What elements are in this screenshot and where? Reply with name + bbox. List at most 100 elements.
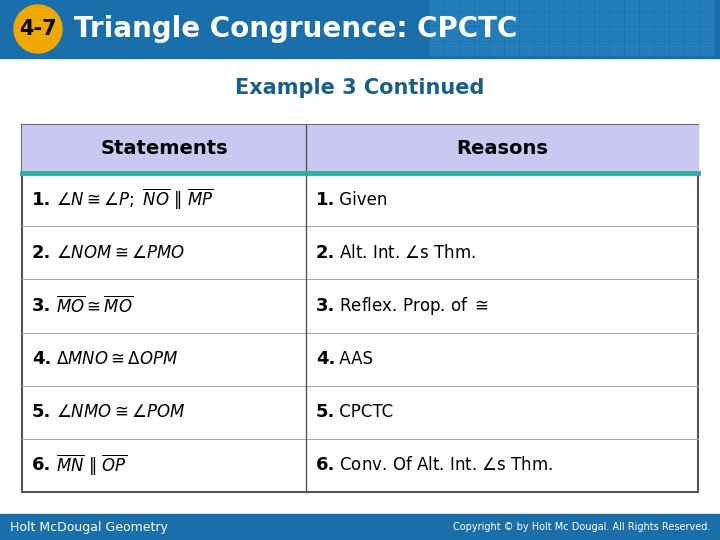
Bar: [430, 0, 443, 10]
Text: 3.: 3.: [316, 297, 336, 315]
Bar: [685, 42, 698, 55]
Bar: [640, 27, 653, 40]
Bar: [565, 0, 578, 10]
Text: 2.: 2.: [32, 244, 51, 262]
Text: 4-7: 4-7: [19, 19, 57, 39]
Bar: [595, 12, 608, 25]
Bar: [460, 27, 473, 40]
Bar: [640, 42, 653, 55]
Bar: [535, 42, 548, 55]
Bar: [460, 0, 473, 10]
Text: 6.: 6.: [316, 456, 336, 475]
Text: 2.: 2.: [316, 244, 336, 262]
Bar: [505, 12, 518, 25]
Bar: [670, 0, 683, 10]
Bar: [595, 0, 608, 10]
Text: 1.: 1.: [32, 191, 51, 208]
Text: 1.: 1.: [316, 191, 336, 208]
Text: $\overline{MO} \cong \overline{MO}$: $\overline{MO} \cong \overline{MO}$: [56, 295, 133, 316]
Bar: [22, 125, 698, 492]
Text: $\angle NOM \cong \angle PMO$: $\angle NOM \cong \angle PMO$: [56, 244, 185, 262]
Bar: [625, 12, 638, 25]
Bar: [640, 0, 653, 10]
Bar: [520, 0, 533, 10]
Bar: [580, 0, 593, 10]
Bar: [520, 12, 533, 25]
Bar: [0, 0, 720, 58]
Bar: [625, 42, 638, 55]
Text: Conv. Of Alt. Int. $\angle$s Thm.: Conv. Of Alt. Int. $\angle$s Thm.: [334, 456, 553, 475]
Bar: [535, 0, 548, 10]
Text: Example 3 Continued: Example 3 Continued: [235, 78, 485, 98]
Bar: [580, 27, 593, 40]
Bar: [505, 0, 518, 10]
Bar: [685, 0, 698, 10]
Text: $\Delta MNO \cong \Delta OPM$: $\Delta MNO \cong \Delta OPM$: [56, 350, 178, 368]
Bar: [700, 27, 713, 40]
Text: CPCTC: CPCTC: [334, 403, 393, 421]
Bar: [490, 42, 503, 55]
Bar: [460, 12, 473, 25]
Bar: [610, 12, 623, 25]
Text: $\overline{MN}\ \|\ \overline{OP}$: $\overline{MN}\ \|\ \overline{OP}$: [56, 453, 127, 478]
Bar: [0, 514, 720, 540]
Bar: [550, 0, 563, 10]
Bar: [475, 12, 488, 25]
Bar: [655, 0, 668, 10]
Bar: [625, 0, 638, 10]
Bar: [520, 27, 533, 40]
Bar: [505, 42, 518, 55]
Bar: [700, 42, 713, 55]
Text: $\angle NMO \cong \angle POM$: $\angle NMO \cong \angle POM$: [56, 403, 185, 421]
Text: Reflex. Prop. of $\cong$: Reflex. Prop. of $\cong$: [334, 295, 489, 317]
Bar: [655, 12, 668, 25]
Bar: [670, 42, 683, 55]
Text: Given: Given: [334, 191, 387, 208]
Bar: [520, 42, 533, 55]
Bar: [445, 12, 458, 25]
Bar: [460, 42, 473, 55]
Bar: [610, 42, 623, 55]
Bar: [430, 42, 443, 55]
Text: 3.: 3.: [32, 297, 51, 315]
Bar: [565, 27, 578, 40]
Text: 5.: 5.: [32, 403, 51, 421]
Bar: [475, 0, 488, 10]
Bar: [445, 42, 458, 55]
Bar: [535, 27, 548, 40]
Bar: [490, 0, 503, 10]
Bar: [625, 27, 638, 40]
Text: Reasons: Reasons: [456, 139, 548, 159]
Text: 4.: 4.: [316, 350, 336, 368]
Text: Statements: Statements: [100, 139, 228, 159]
Bar: [550, 12, 563, 25]
Bar: [535, 12, 548, 25]
Bar: [445, 0, 458, 10]
Bar: [670, 12, 683, 25]
Text: 4.: 4.: [32, 350, 51, 368]
Bar: [475, 27, 488, 40]
Text: $\angle N \cong \angle P;\ \overline{NO}\ \|\ \overline{MP}$: $\angle N \cong \angle P;\ \overline{NO}…: [56, 187, 214, 212]
Circle shape: [14, 5, 62, 53]
Bar: [565, 42, 578, 55]
Bar: [700, 12, 713, 25]
Bar: [610, 27, 623, 40]
Bar: [685, 27, 698, 40]
Bar: [475, 42, 488, 55]
Bar: [505, 27, 518, 40]
Text: Alt. Int. $\angle$s Thm.: Alt. Int. $\angle$s Thm.: [334, 244, 476, 262]
Bar: [655, 42, 668, 55]
Bar: [430, 12, 443, 25]
Bar: [550, 42, 563, 55]
Bar: [595, 27, 608, 40]
Bar: [445, 27, 458, 40]
Bar: [580, 42, 593, 55]
Bar: [565, 12, 578, 25]
Text: AAS: AAS: [334, 350, 373, 368]
Text: 6.: 6.: [32, 456, 51, 475]
Text: Triangle Congruence: CPCTC: Triangle Congruence: CPCTC: [74, 15, 518, 43]
Bar: [655, 27, 668, 40]
Text: Copyright © by Holt Mc Dougal. All Rights Reserved.: Copyright © by Holt Mc Dougal. All Right…: [453, 522, 710, 532]
Bar: [670, 27, 683, 40]
Bar: [490, 12, 503, 25]
